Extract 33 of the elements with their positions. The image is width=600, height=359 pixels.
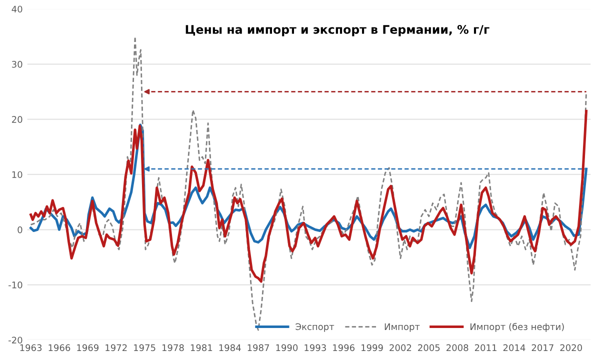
legend-label: Импорт: [384, 323, 420, 332]
x-tick-label: 1996: [333, 344, 355, 352]
y-tick-label: 10: [12, 171, 22, 178]
y-tick-label: 30: [12, 60, 22, 68]
x-tick-label: 2017: [532, 344, 554, 352]
x-tick-label: 2011: [474, 344, 496, 352]
x-tick-label: 2002: [390, 344, 412, 352]
y-tick-label: 40: [12, 6, 22, 13]
x-tick-label: 2008: [446, 344, 468, 352]
x-tick-label: 2005: [418, 344, 440, 352]
x-tick-label: 2020: [560, 344, 582, 352]
y-tick-label: 0: [18, 226, 22, 234]
text: Цены на импорт и экспорт в Германии, % г/г: [186, 24, 490, 36]
y-tick-label: 20: [12, 116, 22, 123]
legend-label: Импорт (без нефти): [470, 322, 564, 332]
x-tick-label: 1963: [20, 344, 42, 352]
line-series: [30, 110, 588, 283]
x-tick-label: 1975: [134, 344, 156, 352]
x-tick-label: 1981: [190, 344, 212, 352]
x-tick-label: 1999: [362, 344, 383, 352]
y-tick-label: -20: [8, 336, 22, 344]
x-tick-label: 2014: [503, 344, 526, 352]
x-tick-label: 1993: [304, 344, 326, 352]
x-tick-label: 1990: [276, 344, 298, 352]
x-tick-label: 1966: [48, 344, 70, 352]
y-tick-label: -10: [8, 282, 22, 288]
x-tick-label: 1978: [162, 344, 184, 352]
x-tick-label: 1987: [248, 344, 270, 352]
legend-label: Экспорт: [296, 323, 334, 332]
x-tick-label: 1984: [219, 344, 241, 352]
line-series: [30, 36, 587, 331]
x-tick-label: 1969: [77, 344, 99, 352]
x-tick-label: 1972: [106, 344, 127, 352]
